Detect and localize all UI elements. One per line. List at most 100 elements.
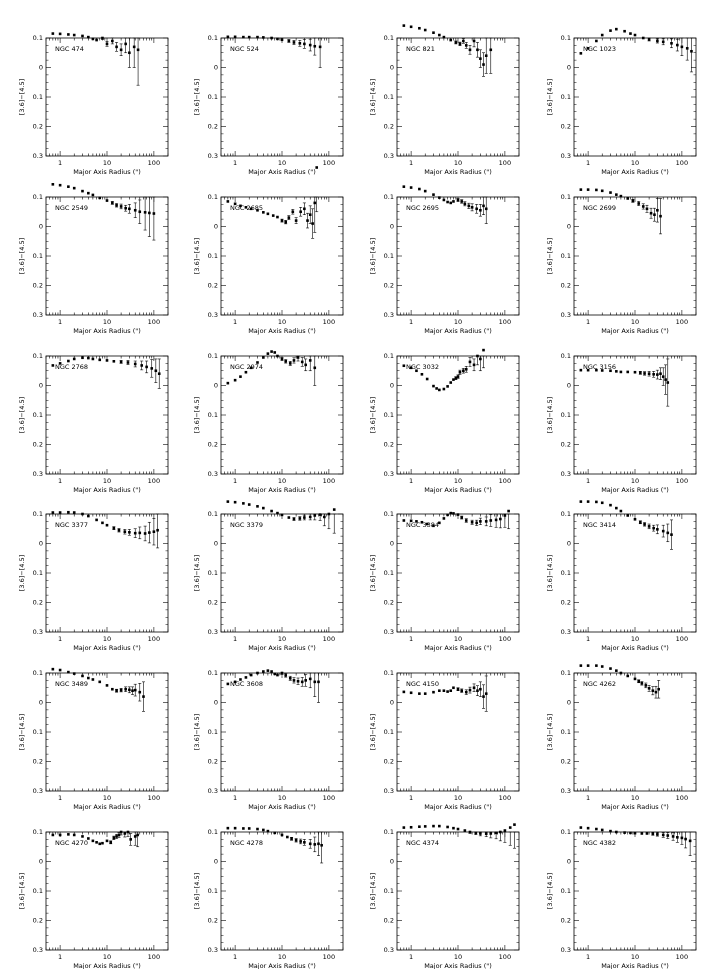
panel-ngc-3489: 1 10 100 0.1 0 0.1 0.2 0.3 Major Axis Radius (")… — [18, 667, 169, 811]
x-axis-label: Major Axis Radius (") — [601, 962, 669, 969]
y-tick-label: 0.3 — [561, 787, 571, 795]
data-point — [105, 839, 109, 843]
plot-frame — [220, 196, 344, 316]
data-point — [619, 194, 623, 198]
data-point — [438, 388, 441, 392]
y-tick-label: 0.2 — [208, 282, 218, 290]
data-point — [300, 360, 304, 364]
data-point — [313, 843, 317, 846]
data-point — [484, 832, 488, 836]
data-point — [579, 664, 583, 667]
data-point — [132, 45, 136, 49]
data-point — [313, 514, 317, 517]
x-tick-label: 10 — [454, 635, 462, 643]
x-tick-label: 100 — [148, 159, 160, 167]
data-point — [72, 833, 76, 837]
panel-ngc-3379: 1 10 100 0.1 0 0.1 0.2 0.3 Major Axis Radius (")… — [193, 500, 344, 652]
data-point — [656, 528, 659, 531]
data-point — [72, 672, 76, 675]
data-point — [142, 695, 145, 698]
data-point — [609, 369, 612, 373]
y-tick-label: 0.1 — [561, 510, 571, 518]
data-point — [460, 200, 464, 203]
data-point — [482, 204, 485, 208]
y-axis-label: [3.6]−[4.5] — [18, 238, 26, 274]
plot-frame — [396, 513, 520, 633]
data-point — [449, 511, 453, 515]
data-point — [124, 206, 127, 210]
data-point — [308, 359, 312, 362]
panel-ngc-3414: 1 10 100 0.1 0 0.1 0.2 0.3 Major Axis Radius (")… — [546, 500, 697, 652]
data-point — [105, 684, 109, 687]
x-tick-label: 10 — [103, 159, 111, 167]
data-point — [595, 368, 598, 372]
panel-title: NGC 2695 — [406, 204, 439, 212]
data-point — [438, 196, 441, 199]
data-point — [438, 824, 441, 828]
data-point — [458, 42, 462, 46]
data-point — [233, 500, 237, 504]
y-tick-label: 0.2 — [208, 599, 218, 607]
plot-frame — [45, 37, 169, 157]
data-point — [292, 517, 296, 521]
y-axis-label: [3.6]−[4.5] — [18, 79, 26, 115]
data-point — [402, 690, 406, 694]
data-point — [609, 503, 612, 507]
data-point — [313, 201, 317, 205]
y-tick-label: 0.3 — [33, 787, 43, 795]
panel-ngc-2699: 1 10 100 0.1 0 0.1 0.2 0.3 Major Axis Radius (")… — [546, 188, 697, 335]
data-point — [115, 45, 118, 49]
data-point — [659, 214, 662, 218]
data-point — [476, 48, 479, 52]
y-tick-label: 0.2 — [384, 123, 394, 131]
x-tick-label: 10 — [454, 159, 462, 167]
data-point — [425, 377, 429, 381]
data-point — [670, 42, 673, 45]
y-tick-label: 0.2 — [561, 441, 571, 449]
y-axis-label: [3.6]−[4.5] — [369, 714, 377, 750]
plot-frame — [396, 831, 520, 951]
y-tick-label: 0 — [214, 858, 218, 866]
data-point — [51, 32, 55, 35]
data-point — [470, 206, 474, 209]
y-tick-label: 0.1 — [208, 887, 218, 895]
y-axis-label: [3.6]−[4.5] — [546, 873, 554, 909]
y-tick-label: 0 — [567, 223, 571, 231]
data-point — [641, 205, 645, 208]
plot-frame — [573, 513, 697, 633]
data-point — [156, 528, 159, 532]
y-tick-label: 0.1 — [208, 93, 218, 101]
y-tick-label: 0.3 — [384, 946, 394, 954]
data-point — [233, 680, 237, 684]
data-point — [626, 197, 630, 200]
x-tick-label: 100 — [323, 635, 335, 643]
data-point — [657, 687, 660, 691]
data-point — [303, 42, 306, 46]
data-point — [244, 370, 248, 374]
panel-title: NGC 4382 — [583, 839, 616, 847]
x-tick-label: 100 — [676, 159, 688, 167]
data-point — [615, 669, 618, 672]
y-tick-label: 0.1 — [33, 510, 43, 518]
panel-ngc-2768: 1 10 100 0.1 0 0.1 0.2 0.3 Major Axis Radius (")… — [18, 352, 169, 494]
panel-title: NGC 2974 — [230, 363, 263, 371]
y-tick-label: 0.1 — [561, 34, 571, 42]
data-point — [626, 514, 630, 517]
data-point — [600, 33, 604, 37]
data-point — [623, 29, 626, 33]
y-tick-label: 0.2 — [33, 599, 43, 607]
data-point — [299, 210, 302, 214]
data-point — [586, 47, 590, 50]
data-point — [423, 28, 427, 32]
y-tick-label: 0.3 — [208, 311, 218, 319]
data-point — [609, 29, 612, 32]
data-point — [81, 512, 84, 516]
data-point — [273, 672, 277, 676]
y-tick-label: 0.2 — [384, 758, 394, 766]
data-point — [288, 362, 292, 365]
data-point — [503, 514, 507, 517]
data-point — [270, 36, 273, 40]
data-point — [684, 837, 687, 841]
data-point — [652, 372, 655, 376]
y-tick-label: 0.1 — [561, 728, 571, 736]
